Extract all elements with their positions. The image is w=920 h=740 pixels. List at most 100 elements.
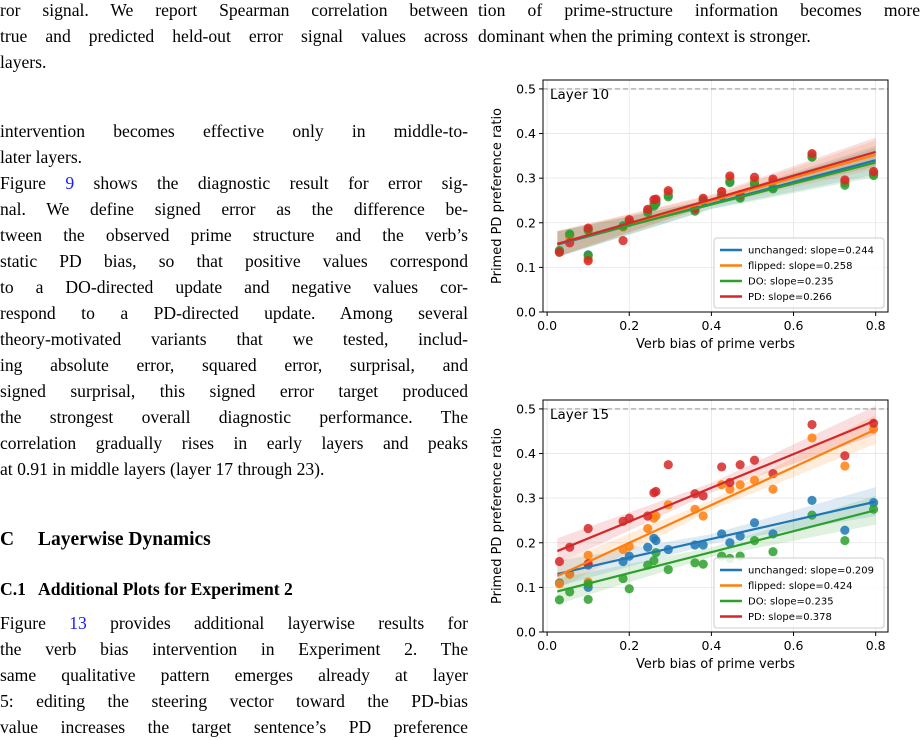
data-point — [869, 418, 879, 428]
chart-title: Layer 15 — [550, 407, 609, 423]
legend-box — [713, 237, 885, 309]
data-point — [735, 480, 745, 490]
data-point — [869, 166, 879, 177]
data-point — [651, 535, 661, 546]
legend-label: DO: slope=0.235 — [748, 597, 834, 608]
data-point — [651, 194, 661, 204]
data-point — [749, 455, 760, 465]
data-point — [768, 547, 778, 557]
x-tick-label: 0.8 — [866, 318, 886, 333]
y-tick-label: 0.3 — [516, 491, 536, 506]
data-point — [583, 550, 593, 560]
fit-line — [556, 419, 877, 553]
legend-label: DO: slope=0.235 — [748, 277, 834, 288]
y-tick-label: 0.4 — [516, 126, 536, 141]
text-line: theory-motivated variants that we tested… — [0, 329, 468, 349]
data-point — [583, 594, 593, 605]
fit-line — [557, 509, 876, 593]
data-point — [554, 595, 565, 605]
data-point — [717, 186, 727, 197]
data-point — [643, 542, 653, 552]
data-point — [840, 461, 850, 471]
data-point — [840, 451, 850, 461]
data-point — [725, 538, 735, 548]
x-tick-label: 0.2 — [619, 638, 639, 653]
subsection-number: C.1 — [0, 579, 26, 599]
section-number: C — [0, 529, 15, 550]
y-tick-label: 0.3 — [516, 171, 536, 186]
data-point — [554, 579, 565, 589]
y-tick-label: 0.0 — [516, 305, 536, 320]
y-tick-label: 0.4 — [516, 446, 536, 461]
x-tick-label: 0.0 — [537, 318, 557, 333]
section-title: Layerwise Dynamics — [38, 529, 211, 550]
data-point — [725, 484, 735, 494]
data-point — [725, 178, 735, 188]
chart-title: Layer 10 — [550, 87, 609, 103]
x-tick-label: 0.4 — [701, 318, 721, 333]
data-point — [725, 171, 735, 181]
text-line: correlation gradually rises in early lay… — [0, 433, 468, 453]
text-line: dominant when the priming context is str… — [478, 26, 811, 46]
legend-label: PD: slope=0.266 — [748, 292, 832, 303]
data-point — [583, 523, 593, 534]
data-point — [698, 511, 708, 521]
text-line: the verb bias intervention in Experiment… — [0, 639, 468, 659]
paragraph-intervention: intervention becomes effective only in m… — [0, 118, 468, 170]
y-tick-label: 0.0 — [516, 625, 536, 640]
fit-line — [557, 500, 876, 575]
data-point — [663, 564, 673, 575]
text-line: nal. We define signed error as the diffe… — [0, 199, 468, 219]
text-line: signed surprisal, this signed error targ… — [0, 381, 468, 401]
data-point — [698, 540, 708, 550]
y-tick-label: 0.1 — [516, 260, 536, 275]
paragraph-experiment-2: Figure 13 provides additional layerwise … — [0, 610, 468, 740]
data-point — [749, 518, 760, 528]
data-point — [749, 475, 760, 485]
x-axis-label: Verb bias of prime verbs — [636, 657, 795, 672]
data-point — [840, 535, 850, 546]
data-point — [649, 556, 659, 566]
y-tick-label: 0.2 — [516, 535, 536, 550]
data-point — [583, 256, 593, 266]
data-point — [624, 584, 634, 594]
text-line: same qualitative pattern emerges already… — [0, 665, 468, 685]
text-line: respond to a PD-directed update. Among s… — [0, 303, 468, 323]
x-tick-label: 0.0 — [537, 638, 557, 653]
text-line: to a DO-directed update and negative val… — [0, 277, 468, 297]
text-line: ror signal. We report Spearman correlati… — [0, 0, 468, 20]
x-tick-label: 0.2 — [619, 318, 639, 333]
data-point — [698, 491, 708, 501]
data-point — [749, 172, 760, 182]
data-point — [807, 433, 817, 443]
text-line: Figure 9 shows the diagnostic result for… — [0, 173, 468, 193]
fit-line — [557, 150, 876, 245]
chart-layer-10: 0.0 0.2 0.4 0.6 0.8 0.0 0.1 0.2 0.3 0.4 0.5 Layer 1… — [490, 79, 889, 352]
figure-reference-link[interactable]: 9 — [65, 173, 75, 193]
y-axis-label: Primed PD preference ratio — [490, 108, 505, 284]
x-tick-label: 0.6 — [784, 638, 804, 653]
subsection-title: Additional Plots for Experiment 2 — [38, 579, 293, 599]
fit-line — [557, 161, 876, 245]
data-point — [840, 525, 850, 535]
legend-box — [713, 557, 885, 629]
text-line: intervention becomes effective only in m… — [0, 121, 468, 141]
x-tick-label: 0.6 — [784, 318, 804, 333]
x-tick-label: 0.8 — [866, 638, 886, 653]
legend-label: flipped: slope=0.258 — [748, 261, 852, 272]
data-point — [651, 511, 661, 521]
y-tick-label: 0.1 — [516, 580, 536, 595]
data-point — [643, 204, 653, 214]
data-point — [717, 462, 727, 472]
x-tick-label: 0.4 — [701, 638, 721, 653]
legend-label: unchanged: slope=0.244 — [748, 246, 874, 257]
figure-reference-link[interactable]: 13 — [69, 613, 87, 633]
text-line: static PD bias, so that positive values … — [0, 251, 468, 271]
plot-frame — [542, 399, 889, 633]
paragraph-priming-context: tion of prime-structure information beco… — [478, 0, 920, 49]
data-point — [583, 223, 593, 233]
plot-frame — [542, 79, 889, 313]
data-point — [807, 495, 817, 505]
fit-line — [556, 428, 877, 577]
text-line: value increases the target sentence’s PD… — [0, 717, 468, 737]
